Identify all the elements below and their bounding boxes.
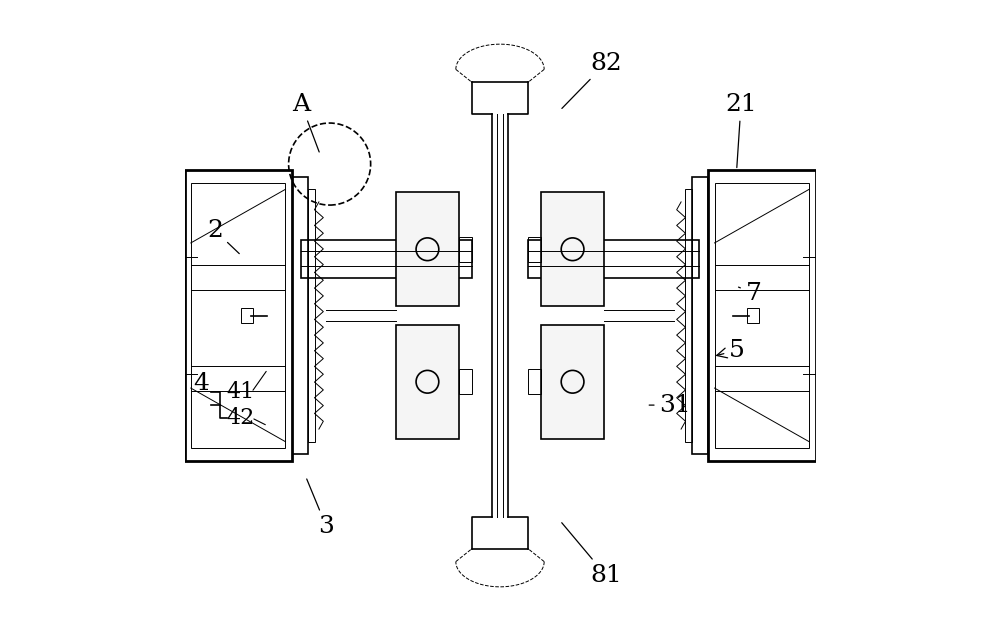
Text: 5: 5 bbox=[717, 339, 745, 362]
Text: 4: 4 bbox=[193, 372, 209, 395]
Bar bbox=[292, 177, 308, 454]
Bar bbox=[459, 237, 472, 262]
Bar bbox=[692, 177, 708, 454]
Text: 31: 31 bbox=[649, 394, 691, 416]
Bar bbox=[459, 369, 472, 394]
Bar bbox=[528, 369, 541, 394]
Text: 21: 21 bbox=[725, 93, 757, 168]
Bar bbox=[308, 189, 315, 442]
Bar bbox=[191, 183, 285, 448]
Text: 82: 82 bbox=[562, 52, 622, 109]
Text: 41: 41 bbox=[226, 382, 254, 403]
Bar bbox=[541, 192, 604, 306]
Text: A: A bbox=[292, 93, 319, 152]
Text: 3: 3 bbox=[307, 479, 334, 538]
Bar bbox=[396, 325, 459, 439]
Text: 81: 81 bbox=[562, 522, 622, 587]
Bar bbox=[396, 192, 459, 306]
Text: 42: 42 bbox=[226, 407, 254, 428]
Text: 2: 2 bbox=[207, 219, 239, 254]
Bar bbox=[528, 240, 699, 278]
Bar bbox=[184, 170, 292, 461]
Bar bbox=[708, 170, 816, 461]
Bar bbox=[528, 237, 541, 262]
Bar bbox=[747, 308, 759, 323]
Text: 7: 7 bbox=[739, 282, 762, 305]
Bar bbox=[541, 325, 604, 439]
Bar bbox=[301, 240, 472, 278]
Bar bbox=[715, 183, 809, 448]
Bar bbox=[241, 308, 253, 323]
Bar bbox=[685, 189, 692, 442]
